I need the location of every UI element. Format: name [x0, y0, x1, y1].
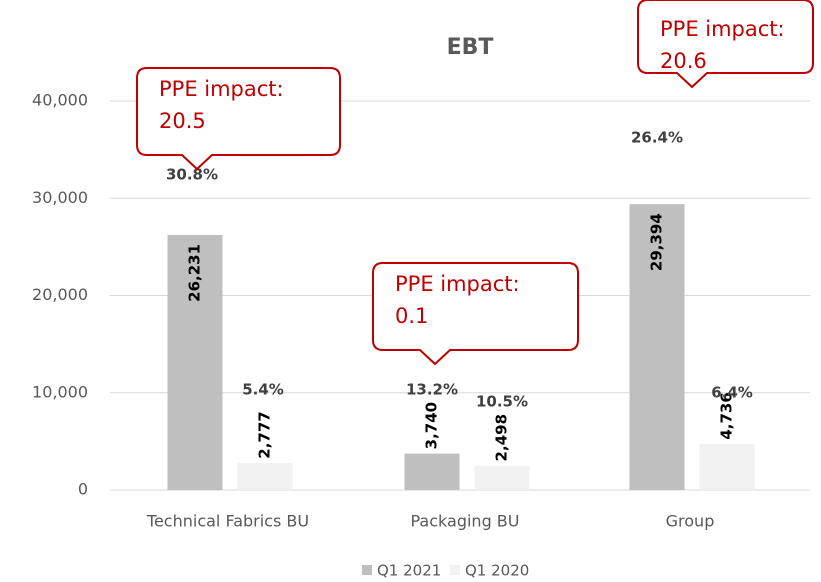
- data-label: 29,394: [648, 213, 666, 271]
- callout-text: 0.1: [395, 304, 428, 328]
- y-tick-label: 40,000: [32, 91, 88, 110]
- callout-text: PPE impact:: [159, 77, 284, 101]
- callout-text: PPE impact:: [660, 17, 785, 41]
- x-tick-label: Group: [666, 512, 715, 531]
- annotation: 5.4%: [242, 381, 284, 399]
- legend-swatch: [362, 565, 372, 575]
- annotation: 10.5%: [476, 393, 528, 411]
- bar: [629, 204, 685, 490]
- x-tick-label: Technical Fabrics BU: [146, 512, 309, 531]
- y-tick-label: 10,000: [32, 382, 88, 401]
- legend-swatch: [450, 565, 460, 575]
- legend-label: Q1 2020: [465, 562, 529, 580]
- callout-box: [637, 0, 814, 89]
- callout-text: 20.6: [660, 49, 707, 73]
- legend-label: Q1 2021: [377, 562, 441, 580]
- bar: [699, 443, 755, 490]
- bar: [167, 234, 223, 490]
- bar: [404, 453, 460, 490]
- chart-title: EBT: [447, 35, 494, 60]
- data-label: 2,498: [493, 414, 511, 461]
- annotation: 6.4%: [711, 384, 753, 402]
- data-label: 4,736: [718, 392, 736, 439]
- x-tick-label: Packaging BU: [411, 512, 520, 531]
- y-tick-label: 20,000: [32, 285, 88, 304]
- data-label: 2,777: [256, 411, 274, 458]
- callout-box: [136, 67, 341, 171]
- annotation: 26.4%: [631, 129, 683, 147]
- data-label: 3,740: [423, 402, 441, 449]
- y-tick-label: 30,000: [32, 188, 88, 207]
- callout-text: PPE impact:: [395, 272, 520, 296]
- annotation: 30.8%: [166, 166, 218, 184]
- bar: [474, 465, 530, 490]
- annotation: 13.2%: [406, 381, 458, 399]
- bar: [237, 462, 293, 490]
- data-label: 26,231: [186, 244, 204, 302]
- y-tick-label: 0: [78, 480, 88, 499]
- callout-box: [372, 262, 579, 366]
- callout-text: 20.5: [159, 109, 206, 133]
